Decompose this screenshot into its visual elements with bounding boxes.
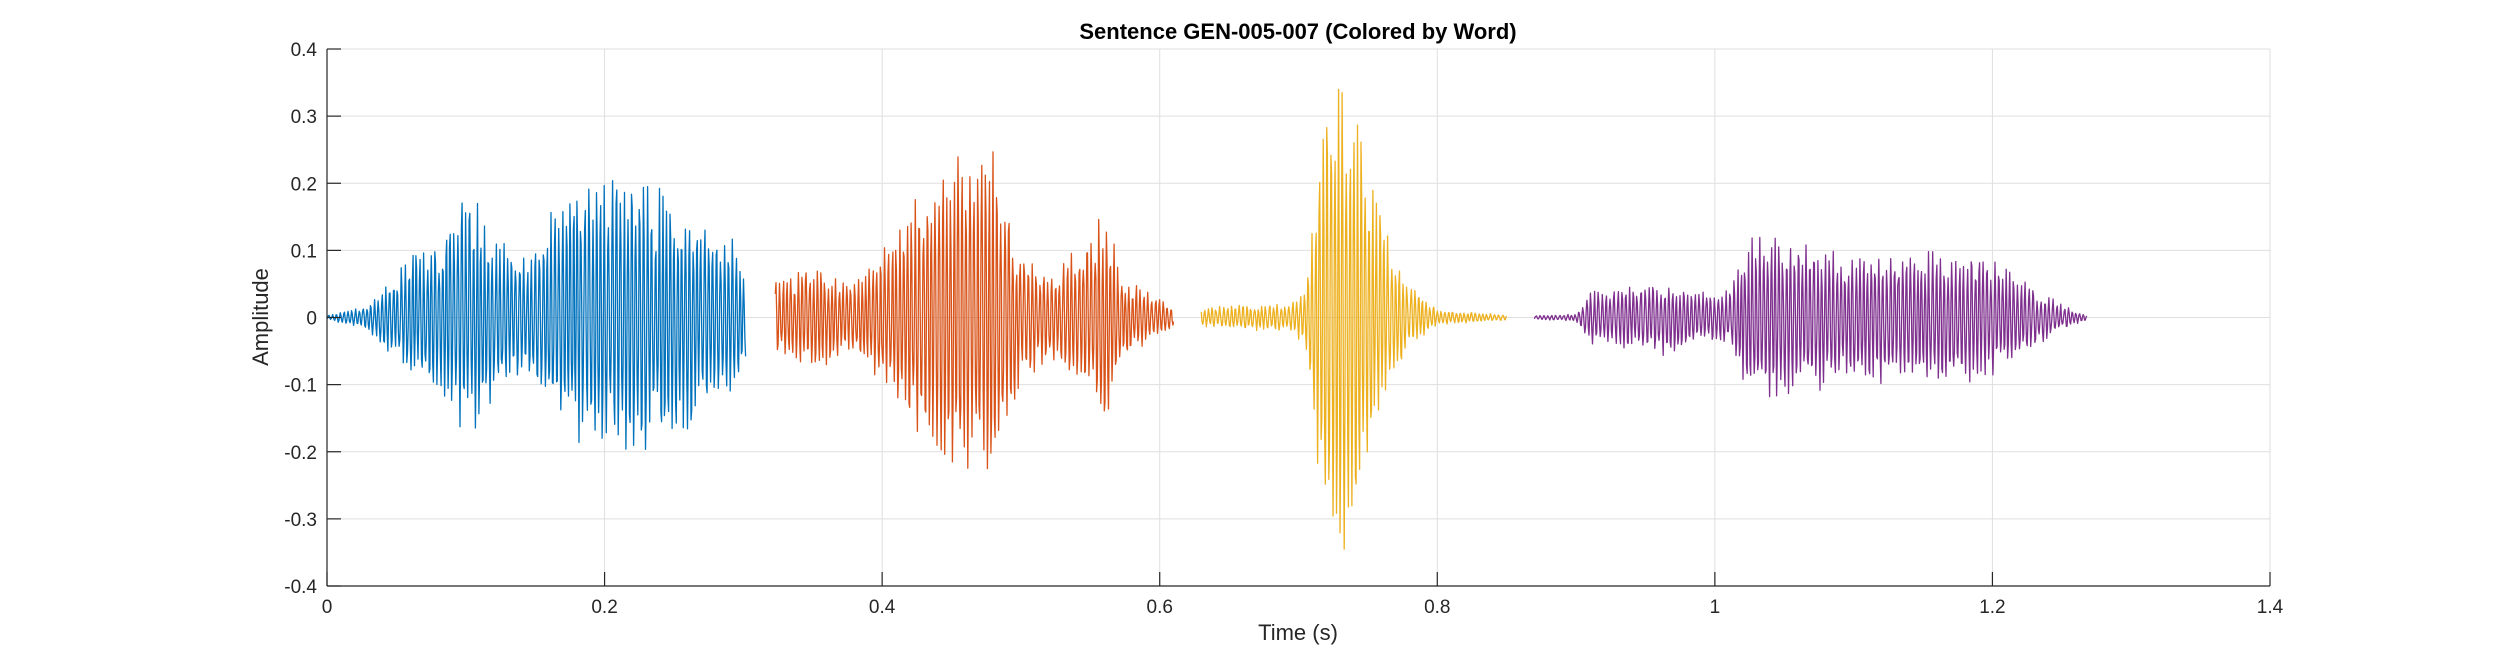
x-axis-title: Time (s)	[1258, 620, 1338, 645]
y-axis-title: Amplitude	[248, 268, 273, 366]
chart-title: Sentence GEN-005-007 (Colored by Word)	[1079, 19, 1516, 44]
x-tick-label: 0.8	[1424, 597, 1450, 618]
x-tick-label: 0.6	[1147, 597, 1173, 618]
axes	[326, 48, 2271, 587]
y-tick-label: 0.1	[291, 241, 317, 262]
y-tick-label: -0.2	[284, 443, 317, 464]
y-tick-label: -0.1	[284, 376, 317, 397]
x-tick-label: 0.4	[869, 597, 896, 618]
waveform-series-4	[1533, 236, 2088, 398]
y-tick-label: 0	[306, 309, 317, 330]
x-tick-label: 0.2	[591, 597, 617, 618]
x-tick-label: 1	[1710, 597, 1721, 618]
waveform-series-2	[774, 151, 1175, 470]
x-tick-label: 1.2	[1979, 597, 2005, 618]
x-tick-label: 1.4	[2257, 597, 2284, 618]
tick-labels: 0 0.2 0.4 0.6 0.8 1 1.2 1.4 -0.4 -0.3 -0.2 -0.1 0 0.1…	[284, 40, 2283, 618]
waveform-series-1	[326, 180, 747, 451]
y-tick-label: -0.3	[284, 510, 317, 531]
y-tick-label: -0.4	[284, 577, 317, 598]
y-tick-label: 0.2	[291, 174, 317, 195]
y-tick-label: 0.3	[291, 107, 317, 128]
y-tick-label: 0.4	[291, 40, 318, 61]
x-tick-label: 0	[322, 597, 333, 618]
series-layer	[326, 88, 2088, 550]
waveform-series-3	[1200, 88, 1508, 550]
